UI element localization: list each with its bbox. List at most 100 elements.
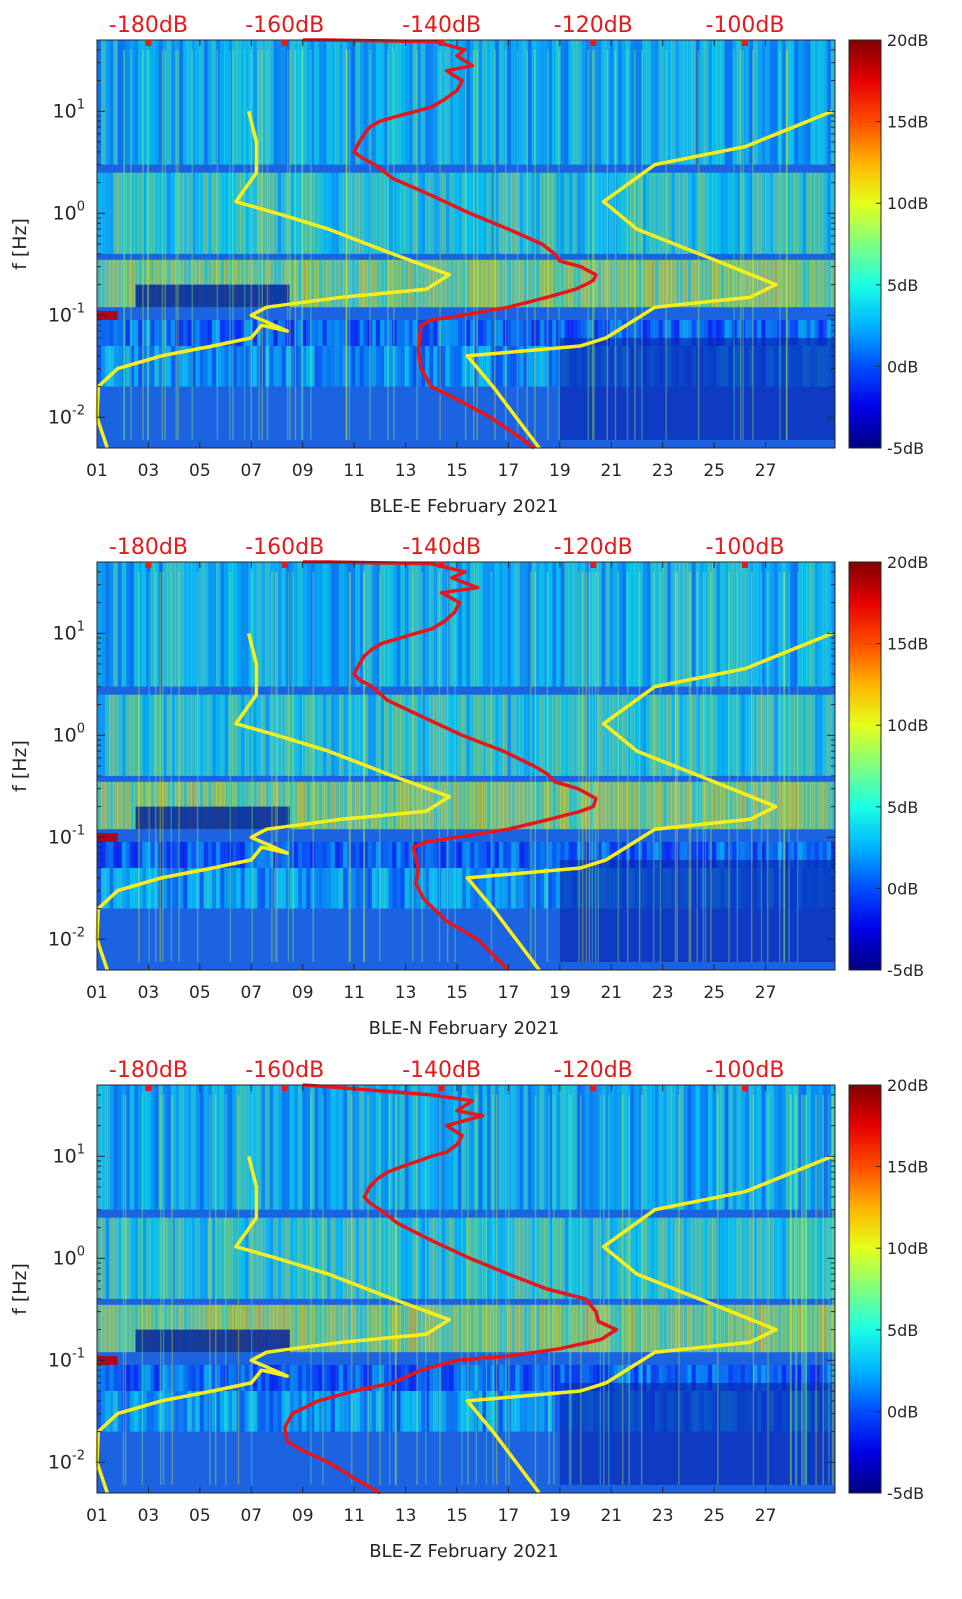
heatmap-cell (675, 562, 680, 687)
heatmap-streak (439, 1094, 441, 1485)
heatmap-cell (113, 562, 119, 687)
heatmap-cell (162, 1364, 168, 1391)
heatmap-cell (347, 841, 352, 868)
heatmap-cell (642, 1304, 647, 1353)
heatmap-cell (695, 1364, 701, 1391)
heatmap-cell (215, 1085, 221, 1210)
heatmap-cell (121, 841, 127, 868)
heatmap-cell (330, 868, 336, 909)
heatmap-cell (511, 1304, 516, 1353)
heatmap-cell (302, 694, 307, 776)
heatmap-cell (375, 40, 381, 165)
heatmap-cell (211, 40, 217, 165)
heatmap-cell (736, 841, 742, 868)
heatmap-cell (642, 172, 647, 254)
heatmap-cell (400, 841, 406, 868)
heatmap-field (97, 1085, 835, 1493)
heatmap-cell (580, 1085, 586, 1210)
heatmap-cell (531, 1085, 537, 1210)
heatmap-cell (605, 1217, 611, 1299)
heatmap-streak (788, 571, 790, 962)
heatmap-streak (421, 571, 423, 962)
heatmap-cell (666, 1364, 672, 1391)
heatmap-cell (396, 868, 401, 909)
heatmap-cell (322, 259, 328, 308)
heatmap-cell (359, 346, 365, 387)
heatmap-cell (228, 1304, 233, 1353)
heatmap-cell (289, 319, 295, 346)
heatmap-cell (138, 1304, 143, 1353)
top-db-tick (281, 40, 288, 46)
heatmap-cell (781, 1304, 787, 1353)
heatmap-cell (293, 172, 299, 254)
heatmap-cell (203, 841, 209, 868)
heatmap-cell (297, 841, 303, 868)
heatmap-cell (597, 1304, 602, 1353)
heatmap-cell (531, 841, 537, 868)
heatmap-cell (564, 694, 570, 776)
heatmap-cell (97, 841, 102, 868)
heatmap-cell (494, 694, 500, 776)
heatmap-cell (535, 1217, 541, 1299)
heatmap-cell (220, 1364, 225, 1391)
heatmap-cell (355, 1085, 360, 1210)
heatmap-cell (359, 1364, 365, 1391)
spectrogram-panel: 01 03 05 07 09 11 13 15 17 19 21 23 25 27 BLE-Z Februa… (0, 1045, 962, 1575)
heatmap-cell (416, 1085, 422, 1210)
heatmap-cell (798, 1304, 803, 1353)
heatmap-cell (302, 1085, 307, 1210)
heatmap-cell (638, 172, 643, 254)
heatmap-cell (466, 841, 471, 868)
heatmap-cell (248, 319, 254, 346)
heatmap-cell (425, 40, 430, 165)
heatmap-cell (486, 1304, 492, 1353)
heatmap-cell (224, 694, 229, 776)
heatmap-cell (482, 346, 488, 387)
heatmap-cell (297, 1364, 303, 1391)
heatmap-streak (191, 49, 193, 440)
heatmap-cell (203, 781, 209, 830)
heatmap-cell (646, 172, 652, 254)
heatmap-cell (679, 319, 684, 346)
yellow-noise-model-curve (95, 632, 452, 971)
heatmap-cell (519, 562, 524, 687)
heatmap-cell (724, 781, 729, 830)
heatmap-cell (232, 1304, 237, 1353)
heatmap-cell (461, 562, 467, 687)
heatmap-cell (572, 694, 578, 776)
heatmap-cell (703, 172, 709, 254)
heatmap-cell (170, 841, 176, 868)
heatmap-cell (392, 1085, 397, 1210)
heatmap-cell (240, 259, 246, 308)
x-tick-label: 25 (703, 983, 725, 1003)
heatmap-cell (244, 841, 250, 868)
heatmap-cell (191, 259, 196, 308)
top-db-tick (742, 1085, 748, 1091)
heatmap-cell (310, 1391, 315, 1432)
heatmap-cell (363, 1364, 369, 1391)
heatmap-cell (671, 841, 676, 868)
heatmap-cell (716, 694, 721, 776)
x-tick-label: 27 (755, 1506, 777, 1526)
heatmap-cell (486, 694, 492, 776)
heatmap-cell (654, 40, 660, 165)
heatmap-cell (802, 1364, 807, 1391)
heatmap-cell (814, 1304, 820, 1353)
heatmap-cell (527, 562, 533, 687)
heatmap-cell (248, 259, 254, 308)
heatmap-cell (154, 1364, 160, 1391)
heatmap-cell (728, 319, 734, 346)
heatmap-cell (240, 841, 246, 868)
heatmap-cell (97, 868, 102, 909)
heatmap-cell (269, 346, 274, 387)
heatmap-cell (371, 1217, 377, 1299)
heatmap-cell (457, 40, 463, 165)
heatmap-cell (781, 1085, 787, 1210)
heatmap-streak (665, 49, 667, 440)
heatmap-cell (285, 172, 291, 254)
heatmap-cell (133, 841, 139, 868)
heatmap-cell (478, 1085, 483, 1210)
heatmap-cell (330, 259, 336, 308)
heatmap-cell (765, 694, 770, 776)
heatmap-cell (736, 319, 742, 346)
